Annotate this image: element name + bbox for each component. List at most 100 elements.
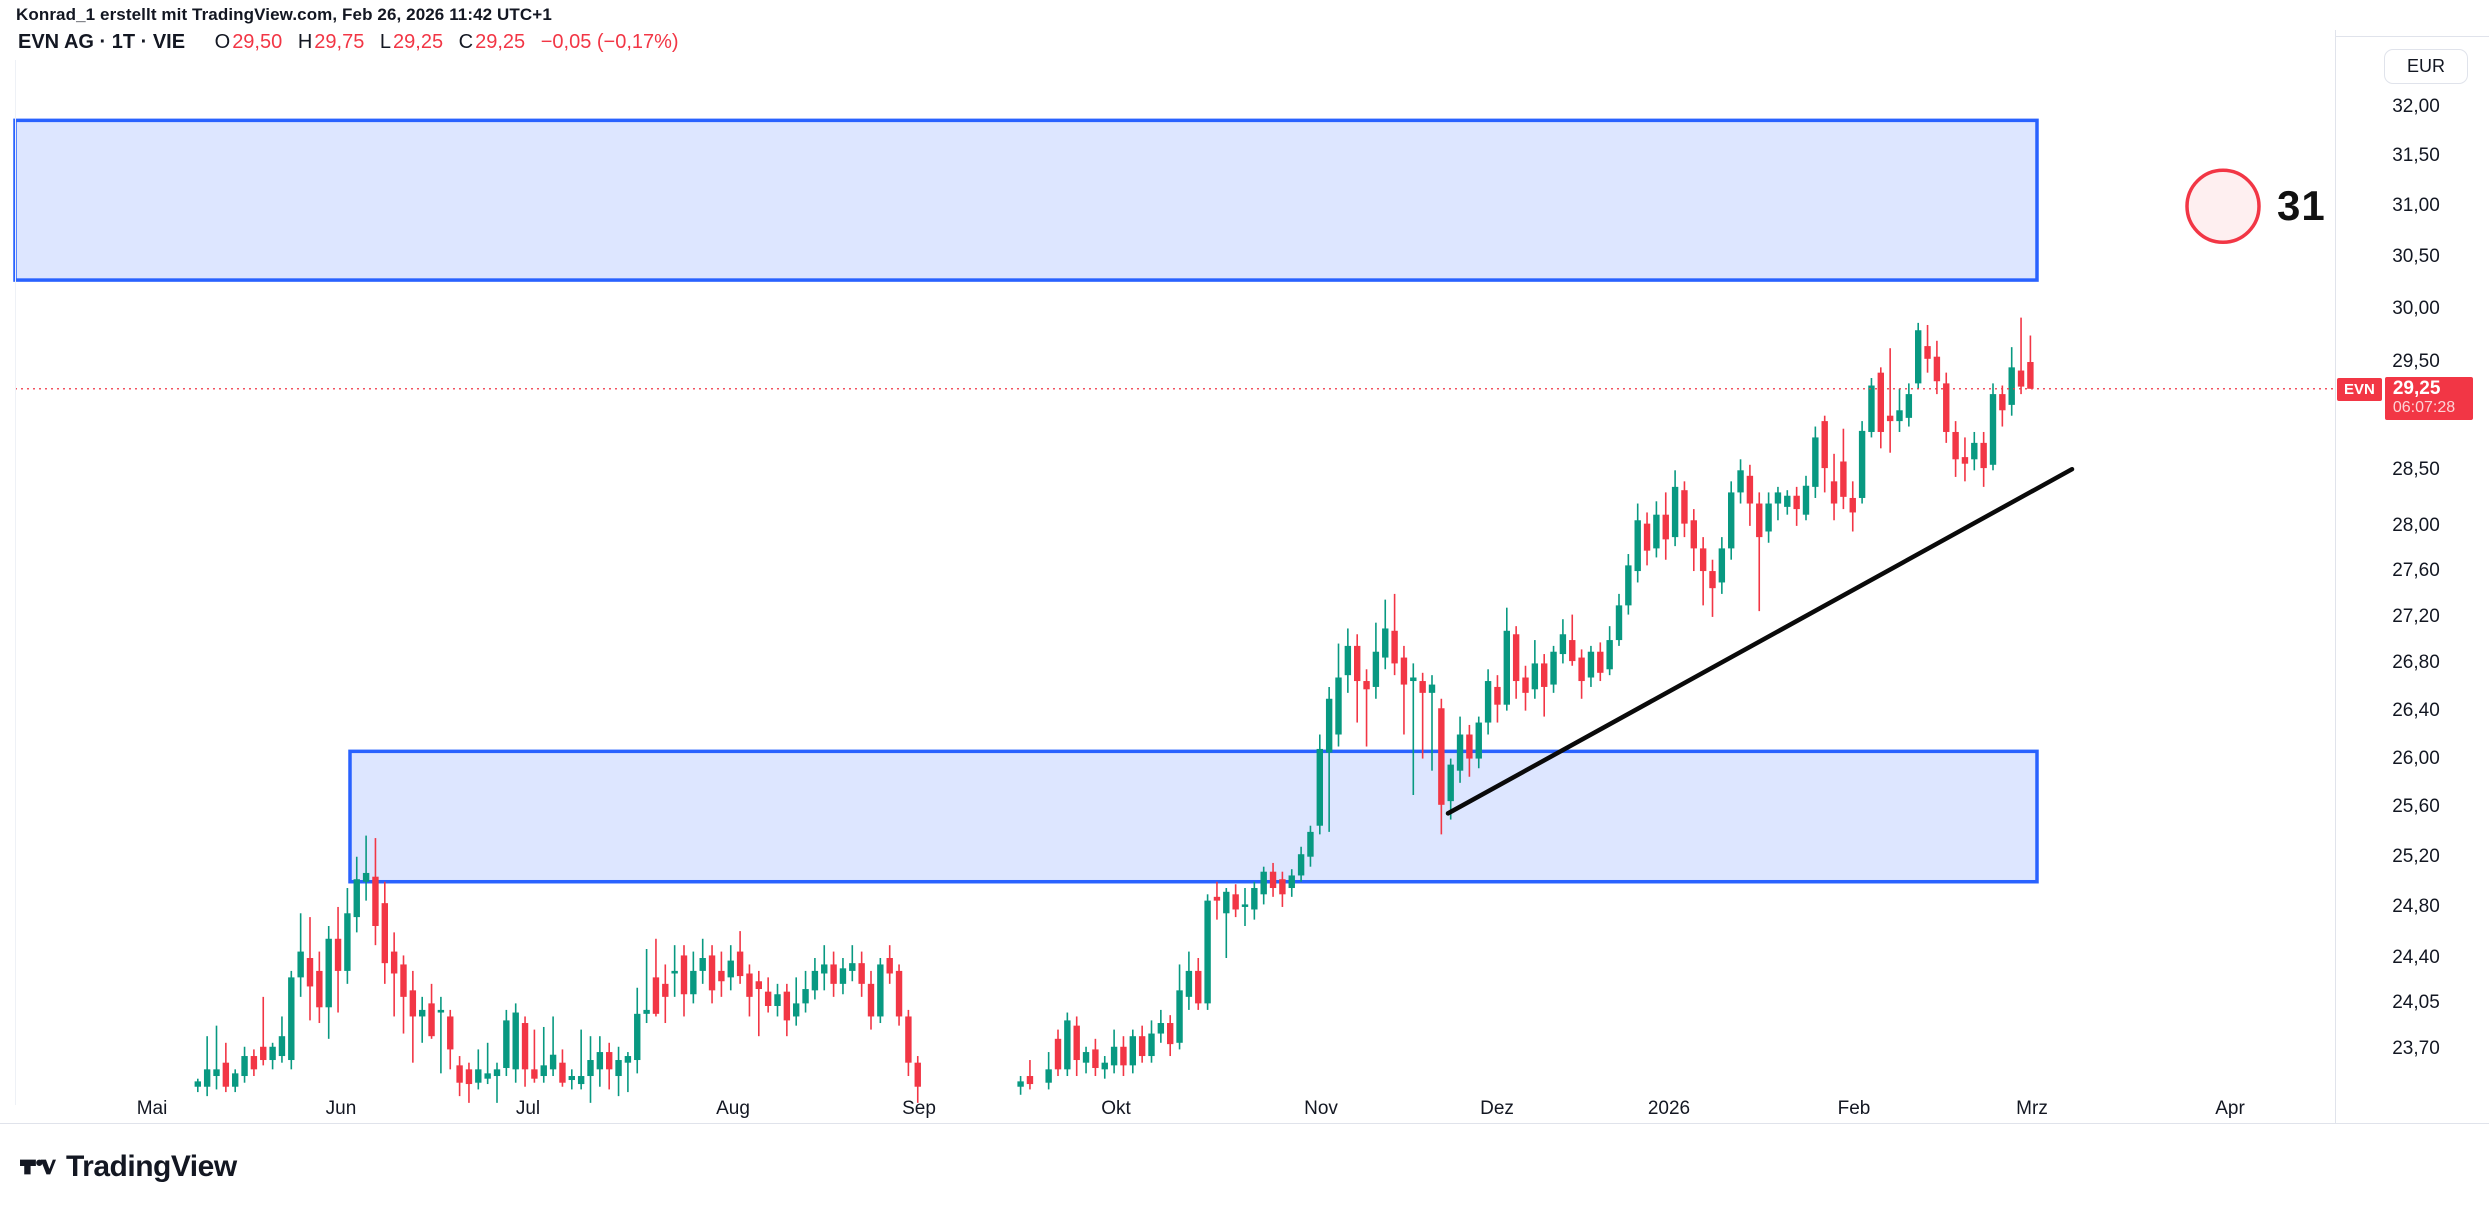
candle-down <box>1924 324 1931 373</box>
candle-down <box>400 955 407 1034</box>
candle-down <box>2027 335 2034 389</box>
price-tick-24.05: 24,05 <box>2392 992 2440 1014</box>
candle-down <box>1419 672 1426 759</box>
chart-watermark-title: Konrad_1 erstellt mit TradingView.com, F… <box>16 5 552 24</box>
time-tick-Aug: Aug <box>716 1098 750 1119</box>
upper-resistance-zone[interactable] <box>13 118 2039 282</box>
candle-up <box>1382 599 1389 670</box>
candle-up <box>1971 431 1978 471</box>
candle-down <box>1821 415 1828 493</box>
time-tick-Jul: Jul <box>515 1098 541 1119</box>
candle-up <box>503 1009 510 1077</box>
candle-down <box>381 881 388 984</box>
candle-up <box>811 958 819 1000</box>
candle-down <box>1494 675 1501 723</box>
price-target-label: 31 <box>2277 182 2326 230</box>
candle-up <box>821 945 828 991</box>
candle-up <box>1223 888 1230 959</box>
candle-down <box>755 970 762 1037</box>
candle-up <box>1185 951 1193 1010</box>
candle-down <box>1952 421 1959 477</box>
price-tick-27.2: 27,20 <box>2392 605 2440 627</box>
candle-up <box>353 856 360 933</box>
candle-up <box>671 945 678 997</box>
price-axis-separator <box>2335 30 2336 1123</box>
trend-line[interactable] <box>1445 466 2075 816</box>
candle-down <box>736 931 744 984</box>
candle-up <box>1531 640 1539 699</box>
candle-up <box>213 1025 220 1090</box>
candle-down <box>746 964 753 1017</box>
candle-down <box>1699 537 1707 606</box>
candle-up <box>540 1026 547 1083</box>
candle-up <box>419 996 426 1043</box>
candle-up <box>288 970 295 1070</box>
candle-up <box>1784 490 1791 515</box>
candle-down <box>372 838 379 946</box>
candle-up <box>690 951 697 1004</box>
candle-up <box>877 958 884 1024</box>
candle-up <box>634 987 641 1074</box>
price-target-circle[interactable] <box>2185 168 2261 245</box>
tradingview-branding[interactable]: TradingView <box>20 1150 237 1184</box>
candle-down <box>1391 593 1398 676</box>
candle-up <box>1718 537 1726 594</box>
candle-down <box>652 938 660 1017</box>
candle-up <box>1634 503 1641 583</box>
candle-up <box>1559 619 1567 664</box>
currency-toggle-button[interactable]: EUR <box>2384 49 2468 84</box>
low-label: L <box>379 31 392 53</box>
candle-down <box>830 951 837 997</box>
tradingview-logo-icon <box>20 1159 56 1175</box>
candle-up <box>1896 388 1903 432</box>
candle-up <box>1260 866 1267 905</box>
candle-up <box>596 1036 604 1087</box>
candle-up <box>1064 1012 1071 1077</box>
price-tick-25.2: 25,20 <box>2392 845 2440 867</box>
candle-down <box>1597 642 1604 682</box>
candle-up <box>1157 1009 1165 1043</box>
open-label: O <box>214 31 231 53</box>
candle-up <box>2008 347 2015 416</box>
candle-up <box>1325 686 1333 832</box>
candle-up <box>1456 716 1464 783</box>
candle-up <box>1765 492 1772 543</box>
candle-up <box>512 1003 519 1083</box>
candle-up <box>549 1016 557 1077</box>
candle-up <box>232 1069 239 1093</box>
candle-up <box>1606 626 1613 676</box>
candle-up <box>793 977 800 1026</box>
candle-down <box>390 932 398 1017</box>
candle-down <box>1793 486 1800 526</box>
candle-down <box>428 983 435 1039</box>
candle-down <box>867 970 875 1030</box>
candle-up <box>1410 663 1417 796</box>
price-tick-26.4: 26,40 <box>2392 699 2440 721</box>
candle-down <box>260 996 267 1066</box>
symbol-interval-exchange[interactable]: EVN AG · 1T · VIE <box>18 31 186 53</box>
candle-up <box>1774 486 1782 521</box>
candle-down <box>708 945 716 1004</box>
candle-down <box>1746 464 1754 526</box>
candle-down <box>1213 881 1221 920</box>
candle-down <box>1830 453 1838 521</box>
candle-down <box>1092 1038 1099 1077</box>
candle-down <box>1886 348 1894 453</box>
candle-down <box>1980 431 1987 487</box>
candle-up <box>1915 322 1922 389</box>
lower-support-zone[interactable] <box>348 749 2039 884</box>
candle-down <box>1026 1060 1034 1090</box>
candle-up <box>1110 1029 1118 1074</box>
candle-down <box>1961 437 1969 482</box>
time-tick-Apr: Apr <box>2215 1098 2245 1119</box>
candle-up <box>362 835 370 901</box>
candle-up <box>1550 645 1557 693</box>
price-tick-30.5: 30,50 <box>2392 246 2440 268</box>
tradingview-logo-text: TradingView <box>66 1150 237 1183</box>
price-tick-27.6: 27,60 <box>2392 560 2440 582</box>
candle-up <box>849 945 856 982</box>
candle-up <box>1251 881 1258 920</box>
candle-up <box>1204 894 1211 1010</box>
